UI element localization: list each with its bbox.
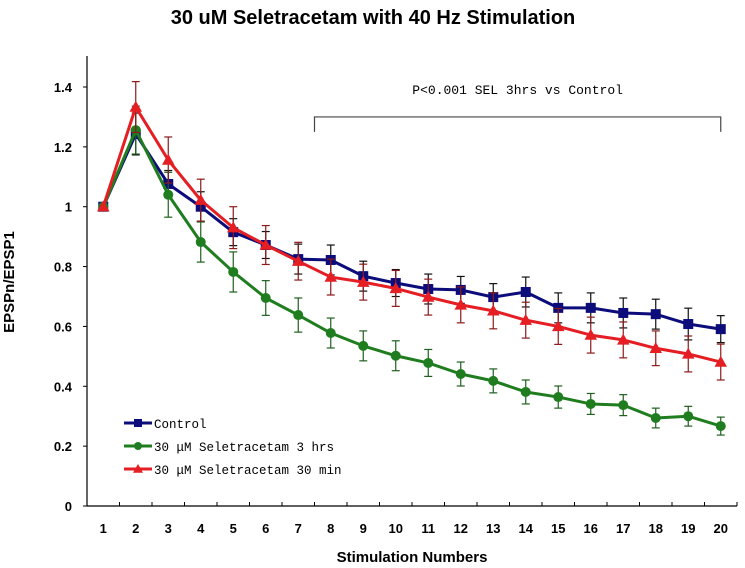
x-tick-label: 12 <box>454 521 468 536</box>
data-point <box>358 340 369 351</box>
x-tick-label: 10 <box>389 521 403 536</box>
x-tick-label: 9 <box>360 521 367 536</box>
y-tick-label: 1.2 <box>54 140 72 155</box>
x-tick-label: 17 <box>616 521 630 536</box>
legend-marker <box>134 442 142 450</box>
legend-label: 30 μM Seletracetam 3 hrs <box>154 441 334 455</box>
x-tick-label: 7 <box>295 521 302 536</box>
x-tick-label: 1 <box>100 521 107 536</box>
data-point <box>97 200 110 212</box>
data-point <box>454 298 467 310</box>
data-point <box>293 310 304 321</box>
annotation: P<0.001 SEL 3hrs vs Control <box>313 83 722 132</box>
series-1 <box>98 105 726 436</box>
data-point <box>227 221 240 233</box>
y-tick-label: 0.6 <box>54 319 72 334</box>
data-point <box>519 313 532 325</box>
data-point <box>423 357 434 368</box>
x-tick-label: 4 <box>197 521 205 536</box>
data-point <box>520 386 531 397</box>
data-point <box>487 304 500 316</box>
data-point <box>683 319 694 330</box>
data-point <box>683 411 694 422</box>
data-point <box>520 287 531 298</box>
legend-marker <box>133 464 143 473</box>
data-point <box>650 309 661 320</box>
data-point <box>390 350 401 361</box>
data-point <box>455 369 466 380</box>
data-point <box>292 254 305 266</box>
y-tick-label: 0.8 <box>54 260 72 275</box>
significance-annotation: P<0.001 SEL 3hrs vs Control <box>412 83 623 98</box>
data-point <box>259 238 272 250</box>
data-point <box>422 290 435 302</box>
x-axis-label: Stimulation Numbers <box>337 549 488 566</box>
data-point <box>618 400 629 411</box>
data-point <box>162 153 175 165</box>
series-line <box>101 132 721 331</box>
x-tick-label: 16 <box>584 521 598 536</box>
data-point <box>552 320 565 332</box>
data-point <box>585 398 596 409</box>
x-tick-label: 8 <box>327 521 334 536</box>
data-point <box>324 270 337 282</box>
y-tick-label: 1 <box>65 200 72 215</box>
series-line <box>101 128 722 428</box>
y-tick-label: 0.4 <box>54 379 73 394</box>
series-layer <box>97 81 727 436</box>
data-point <box>585 302 596 313</box>
x-tick-label: 2 <box>132 521 139 536</box>
data-point <box>649 342 662 353</box>
data-point <box>584 328 597 340</box>
axes: 00.20.40.60.811.21.41 2 3 4 5 6 7 8 9 10 11 12 13 14 1… <box>54 56 738 536</box>
data-point <box>488 375 499 386</box>
data-point <box>714 355 727 367</box>
legend-label: 30 μM Seletracetam 30 min <box>154 464 342 478</box>
x-tick-label: 3 <box>165 521 172 536</box>
x-tick-label: 18 <box>649 521 663 536</box>
data-point <box>163 189 174 200</box>
x-tick-label: 19 <box>681 521 695 536</box>
significance-bracket <box>313 116 722 132</box>
data-point <box>682 347 695 359</box>
data-point <box>650 413 661 424</box>
y-tick-label: 0 <box>65 499 72 514</box>
legend-item: Control <box>124 418 207 432</box>
data-point <box>389 282 402 294</box>
legend-marker <box>134 419 142 427</box>
data-point <box>617 333 630 345</box>
data-point <box>618 307 629 318</box>
data-point <box>325 328 336 339</box>
x-tick-label: 13 <box>486 521 500 536</box>
legend: Control 30 μM Seletracetam 3 hrs 30 μM Sel… <box>124 418 342 478</box>
legend-item: 30 μM Seletracetam 30 min <box>124 464 342 478</box>
data-point <box>553 392 564 403</box>
y-tick-label: 1.4 <box>54 80 73 95</box>
data-point <box>715 421 726 432</box>
x-tick-label: 11 <box>421 521 435 536</box>
data-point <box>715 324 726 335</box>
x-tick-label: 5 <box>230 521 237 536</box>
data-point <box>194 193 207 205</box>
y-tick-label: 0.2 <box>54 439 72 454</box>
data-point <box>129 100 142 112</box>
x-tick-label: 15 <box>551 521 565 536</box>
series-2 <box>97 81 727 381</box>
data-point <box>228 266 239 277</box>
data-point <box>195 237 206 248</box>
chart-title: 30 uM Seletracetam with 40 Hz Stimulatio… <box>171 7 576 29</box>
legend-label: Control <box>154 418 207 432</box>
data-point <box>260 292 271 303</box>
x-tick-label: 20 <box>714 521 728 536</box>
x-tick-label: 14 <box>519 521 534 536</box>
x-tick-label: 6 <box>262 521 269 536</box>
y-axis-label: EPSPn/EPSP1 <box>1 231 18 333</box>
data-point <box>357 275 370 287</box>
legend-item: 30 μM Seletracetam 3 hrs <box>124 441 334 455</box>
